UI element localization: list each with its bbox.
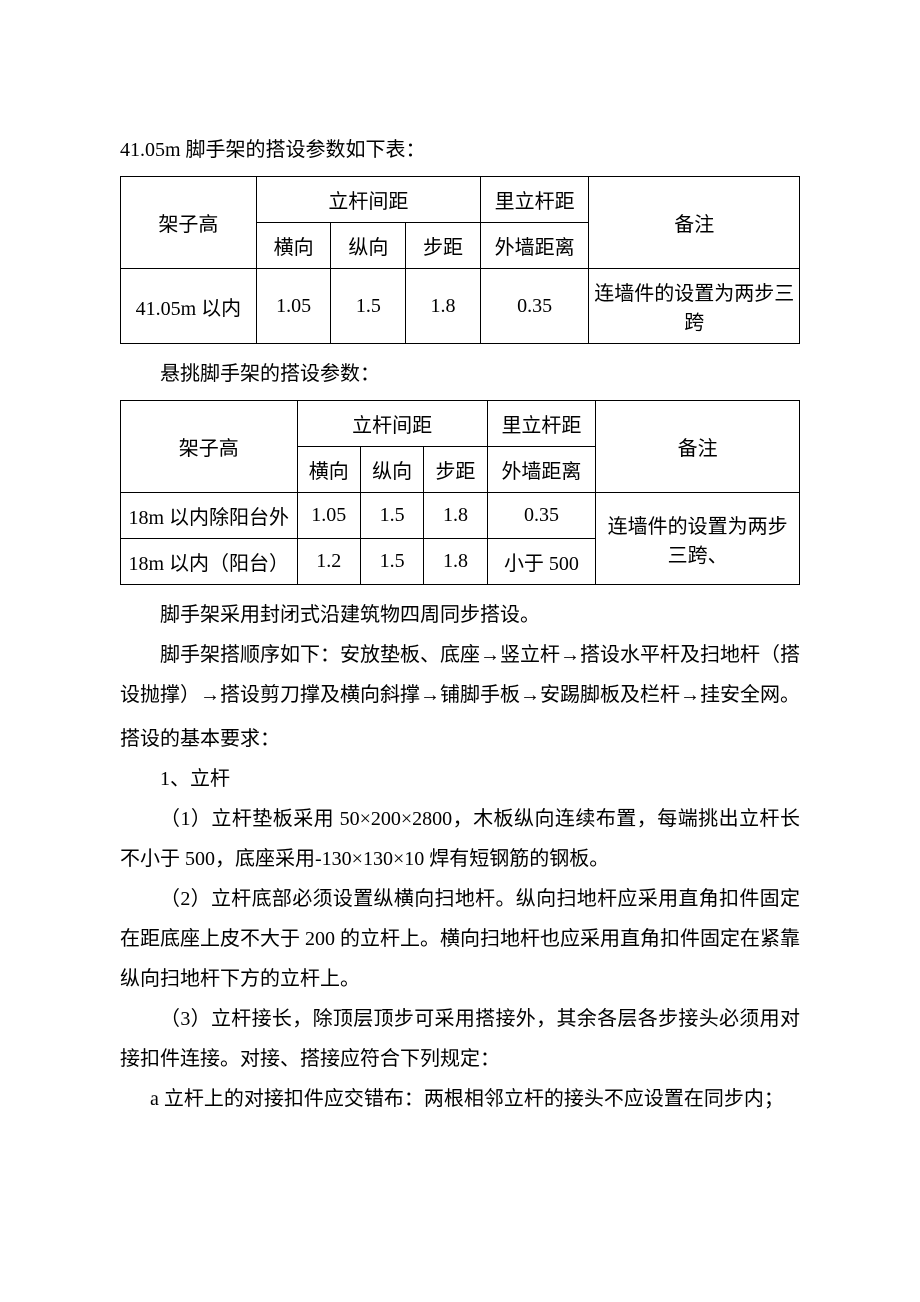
t1-sub2: 纵向 [331,223,406,269]
t1-r1c5: 0.35 [480,269,589,344]
item-1: 1、立杆 [120,759,800,799]
document-page: 41.05m 脚手架的搭设参数如下表： 架子高 立杆间距 里立杆距 备注 横向 … [120,130,800,1119]
t1-r1c1: 41.05m 以内 [121,269,257,344]
t1-h3: 里立杆距 [480,177,589,223]
t2-h3: 里立杆距 [487,401,596,447]
t1-sub3: 步距 [406,223,481,269]
t1-h4: 备注 [589,177,800,269]
t2-r1c2: 1.05 [297,493,360,539]
heading-table1: 41.05m 脚手架的搭设参数如下表： [120,130,800,170]
t2-h4: 备注 [596,401,800,493]
t2-r2c3: 1.5 [360,539,423,585]
t2-r2c2: 1.2 [297,539,360,585]
sub-3a: a 立杆上的对接扣件应交错布：两根相邻立杆的接头不应设置在同步内； [120,1079,800,1119]
t1-h1: 架子高 [121,177,257,269]
t1-sub4: 外墙距离 [480,223,589,269]
section-title: 搭设的基本要求： [120,719,800,759]
t1-h2: 立杆间距 [256,177,480,223]
t2-r1c1: 18m 以内除阳台外 [121,493,298,539]
t1-r1c6: 连墙件的设置为两步三跨 [589,269,800,344]
sub-2: （2）立杆底部必须设置纵横向扫地杆。纵向扫地杆应采用直角扣件固定在距底座上皮不大… [120,879,800,999]
t2-r1c4: 1.8 [424,493,487,539]
t2-note: 连墙件的设置为两步三跨、 [596,493,800,585]
heading-table2: 悬挑脚手架的搭设参数： [120,354,800,394]
para-2: 脚手架搭顺序如下：安放垫板、底座→竖立杆→搭设水平杆及扫地杆（搭设抛撑）→搭设剪… [120,635,800,715]
t1-r1c4: 1.8 [406,269,481,344]
sub-1: （1）立杆垫板采用 50×200×2800，木板纵向连续布置，每端挑出立杆长不小… [120,799,800,879]
t2-h1: 架子高 [121,401,298,493]
t2-sub1: 横向 [297,447,360,493]
t2-sub4: 外墙距离 [487,447,596,493]
sub-3: （3）立杆接长，除顶层顶步可采用搭接外，其余各层各步接头必须用对接扣件连接。对接… [120,999,800,1079]
t2-sub2: 纵向 [360,447,423,493]
t2-r2c4: 1.8 [424,539,487,585]
t2-r1c5: 0.35 [487,493,596,539]
t2-r2c1: 18m 以内（阳台） [121,539,298,585]
t2-h2: 立杆间距 [297,401,487,447]
t1-r1c3: 1.5 [331,269,406,344]
t2-r1c3: 1.5 [360,493,423,539]
t2-r2c5: 小于 500 [487,539,596,585]
table-1: 架子高 立杆间距 里立杆距 备注 横向 纵向 步距 外墙距离 41.05m 以内… [120,176,800,344]
t2-sub3: 步距 [424,447,487,493]
para-1: 脚手架采用封闭式沿建筑物四周同步搭设。 [120,595,800,635]
t1-sub1: 横向 [256,223,331,269]
t1-r1c2: 1.05 [256,269,331,344]
table-2: 架子高 立杆间距 里立杆距 备注 横向 纵向 步距 外墙距离 18m 以内除阳台… [120,400,800,585]
